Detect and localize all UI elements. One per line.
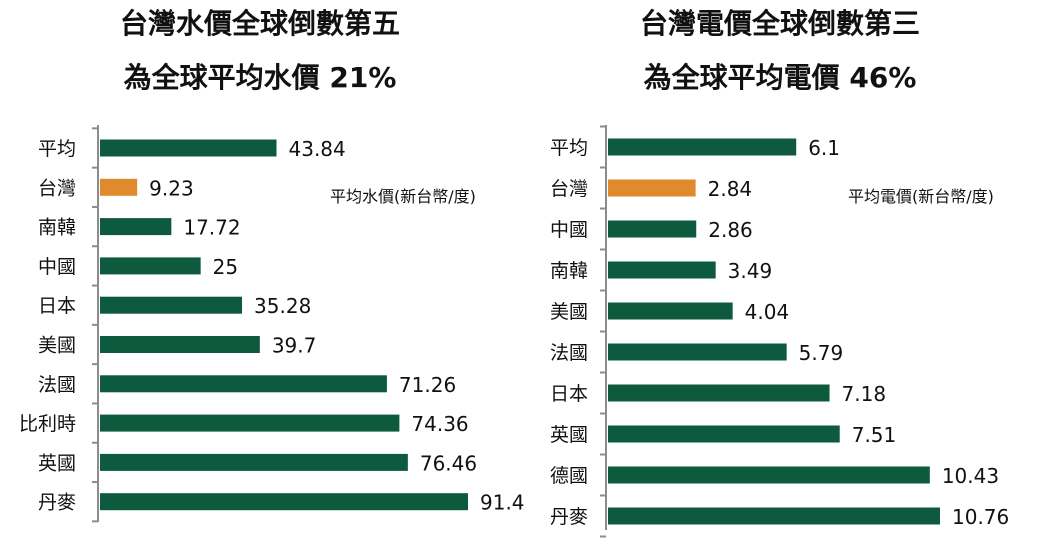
category-label: 丹麥 [550, 506, 588, 528]
category-label: 南韓 [550, 260, 588, 282]
value-label: 25 [213, 255, 238, 279]
value-label: 2.86 [708, 218, 753, 242]
category-label: 平均 [38, 138, 76, 160]
electricity-price-chart: 平均 6.1 台灣 2.84 中國 2.86 南韓 3.49 美國 4.04 法國 5.79 日本 7.1… [550, 125, 1009, 538]
category-label: 日本 [38, 295, 76, 317]
value-label: 9.23 [149, 176, 194, 200]
value-label: 71.26 [399, 373, 456, 397]
bar [100, 493, 468, 511]
category-label: 南韓 [38, 217, 76, 239]
value-label: 7.18 [842, 382, 887, 406]
water-price-chart: 平均 43.84 台灣 9.23 南韓 17.72 中國 25 日本 35.28 美國 39.7 法國 7… [19, 125, 525, 523]
bar [608, 343, 787, 361]
bar [608, 220, 697, 238]
bar [100, 375, 387, 393]
bar [608, 466, 930, 484]
value-label: 39.7 [272, 334, 317, 358]
category-label: 丹麥 [38, 492, 76, 514]
category-label: 台灣 [550, 178, 588, 200]
water-chart-title: 台灣水價全球倒數第五 [119, 7, 400, 40]
bar [608, 425, 840, 443]
value-label: 76.46 [420, 451, 477, 475]
water-chart-subtitle: 為全球平均水價 21% [123, 61, 397, 94]
category-label: 比利時 [19, 413, 76, 435]
value-label: 43.84 [289, 137, 346, 161]
value-label: 17.72 [183, 216, 240, 240]
category-label: 中國 [38, 256, 76, 278]
value-label: 91.4 [480, 491, 525, 515]
bar [608, 179, 696, 197]
category-label: 英國 [38, 452, 76, 474]
value-label: 35.28 [254, 294, 311, 318]
category-label: 平均 [550, 137, 588, 159]
bar [608, 302, 733, 320]
bar [608, 507, 940, 525]
bar [100, 257, 201, 275]
category-label: 日本 [550, 383, 588, 405]
bar [608, 384, 830, 402]
unit-annotation: 平均水價(新台幣/度) [330, 187, 476, 206]
category-label: 美國 [38, 335, 76, 357]
bar [608, 138, 797, 156]
value-label: 7.51 [852, 423, 897, 447]
category-label: 美國 [550, 301, 588, 323]
bar [100, 139, 277, 157]
category-label: 英國 [550, 424, 588, 446]
unit-annotation: 平均電價(新台幣/度) [848, 187, 994, 206]
value-label: 6.1 [808, 136, 840, 160]
value-label: 2.84 [708, 177, 753, 201]
category-label: 台灣 [38, 177, 76, 199]
value-label: 10.43 [942, 464, 999, 488]
category-label: 法國 [38, 374, 76, 396]
electricity-chart-title: 台灣電價全球倒數第三 [639, 7, 920, 40]
value-label: 4.04 [745, 300, 790, 324]
category-label: 德國 [550, 465, 588, 487]
bar [100, 296, 243, 314]
category-label: 法國 [550, 342, 588, 364]
electricity-price-panel: 台灣電價全球倒數第三 為全球平均電價 46% 平均 6.1 台灣 2.84 中國 2.86… [520, 0, 1040, 547]
bar [100, 414, 400, 432]
value-label: 10.76 [952, 505, 1009, 529]
bar [100, 218, 172, 236]
electricity-chart-subtitle: 為全球平均電價 46% [643, 61, 917, 94]
water-price-panel: 台灣水價全球倒數第五 為全球平均水價 21% 平均 43.84 台灣 9.23 南韓 17… [19, 7, 525, 523]
value-label: 5.79 [799, 341, 844, 365]
value-label: 3.49 [728, 259, 773, 283]
bar [100, 178, 138, 196]
bar [100, 336, 260, 353]
category-label: 中國 [550, 219, 588, 241]
bar [100, 453, 408, 471]
bar [608, 261, 716, 279]
value-label: 74.36 [411, 412, 468, 436]
